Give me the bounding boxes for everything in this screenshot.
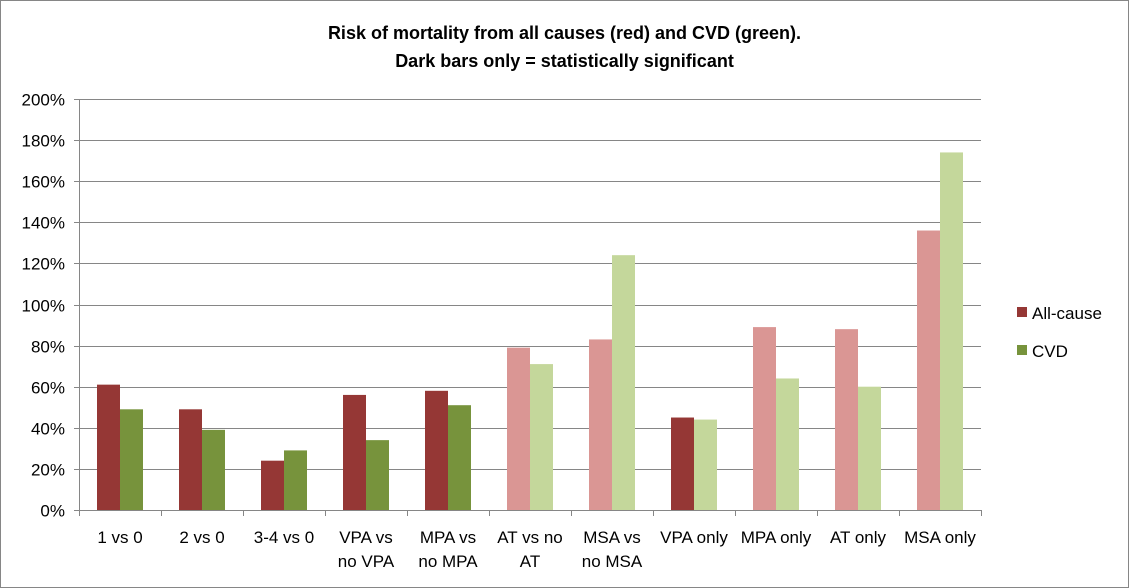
y-tick-label: 20% (31, 461, 65, 480)
x-tick-label: MSA vs (583, 528, 641, 547)
x-tick-label: 3-4 vs 0 (254, 528, 314, 547)
y-tick-label: 40% (31, 420, 65, 439)
bar-all-cause (835, 329, 858, 510)
gridlines (74, 99, 981, 511)
x-tick-label: AT only (830, 528, 887, 547)
bar-all-cause (589, 339, 612, 510)
bar-cvd (202, 429, 225, 510)
x-tick-label: VPA vs (339, 528, 393, 547)
bar-cvd (694, 419, 717, 510)
chart-title: Risk of mortality from all causes (red) … (1, 19, 1128, 75)
bar-cvd (448, 405, 471, 510)
bar-cvd (366, 440, 389, 510)
y-tick-label: 140% (22, 214, 65, 233)
bar-all-cause (179, 409, 202, 510)
x-tick-label: MPA only (741, 528, 812, 547)
bar-all-cause (671, 417, 694, 510)
x-tick-label: AT vs no (497, 528, 563, 547)
bar-all-cause (753, 327, 776, 510)
y-tick-label: 80% (31, 338, 65, 357)
bar-all-cause (97, 384, 120, 510)
x-tick-label: no MSA (582, 552, 643, 571)
legend-label-all-cause: All-cause (1032, 304, 1102, 323)
bar-cvd (530, 364, 553, 510)
y-tick-label: 60% (31, 379, 65, 398)
legend: All-cause CVD (1017, 304, 1102, 361)
bar-cvd (120, 409, 143, 510)
y-tick-label: 0% (40, 502, 65, 521)
bar-cvd (284, 450, 307, 510)
x-tick-label: MPA vs (420, 528, 476, 547)
bar-cvd (612, 255, 635, 510)
y-tick-label: 200% (22, 91, 65, 110)
bars (97, 152, 963, 510)
x-tick-label: VPA only (660, 528, 728, 547)
y-axis-tick-labels: 0% 20% 40% 60% 80% 100% 120% 140% 160% 180% 200% (22, 91, 65, 521)
x-tick-label: 1 vs 0 (97, 528, 142, 547)
x-tick-label: no VPA (338, 552, 395, 571)
bar-all-cause (425, 390, 448, 510)
bar-all-cause (343, 394, 366, 510)
axes (79, 99, 982, 516)
legend-swatch-all-cause (1017, 307, 1027, 317)
bar-cvd (940, 152, 963, 510)
bar-all-cause (917, 230, 940, 510)
chart-title-line-2: Dark bars only = statistically significa… (395, 51, 734, 71)
bar-all-cause (507, 347, 530, 510)
y-tick-label: 120% (22, 255, 65, 274)
legend-label-cvd: CVD (1032, 342, 1068, 361)
legend-swatch-cvd (1017, 345, 1027, 355)
x-tick-label: 2 vs 0 (179, 528, 224, 547)
y-tick-label: 160% (22, 173, 65, 192)
x-tick-label: AT (520, 552, 540, 571)
x-tick-label: no MPA (418, 552, 478, 571)
x-tick-label: MSA only (904, 528, 976, 547)
y-tick-label: 100% (22, 297, 65, 316)
bar-cvd (776, 378, 799, 510)
chart-title-line-1: Risk of mortality from all causes (red) … (327, 23, 802, 43)
x-axis-tick-labels: 1 vs 0 2 vs 0 3-4 vs 0 VPA vs no VPA MPA vs no… (97, 528, 976, 571)
bar-all-cause (261, 460, 284, 510)
bar-cvd (858, 386, 881, 510)
y-tick-label: 180% (22, 132, 65, 151)
